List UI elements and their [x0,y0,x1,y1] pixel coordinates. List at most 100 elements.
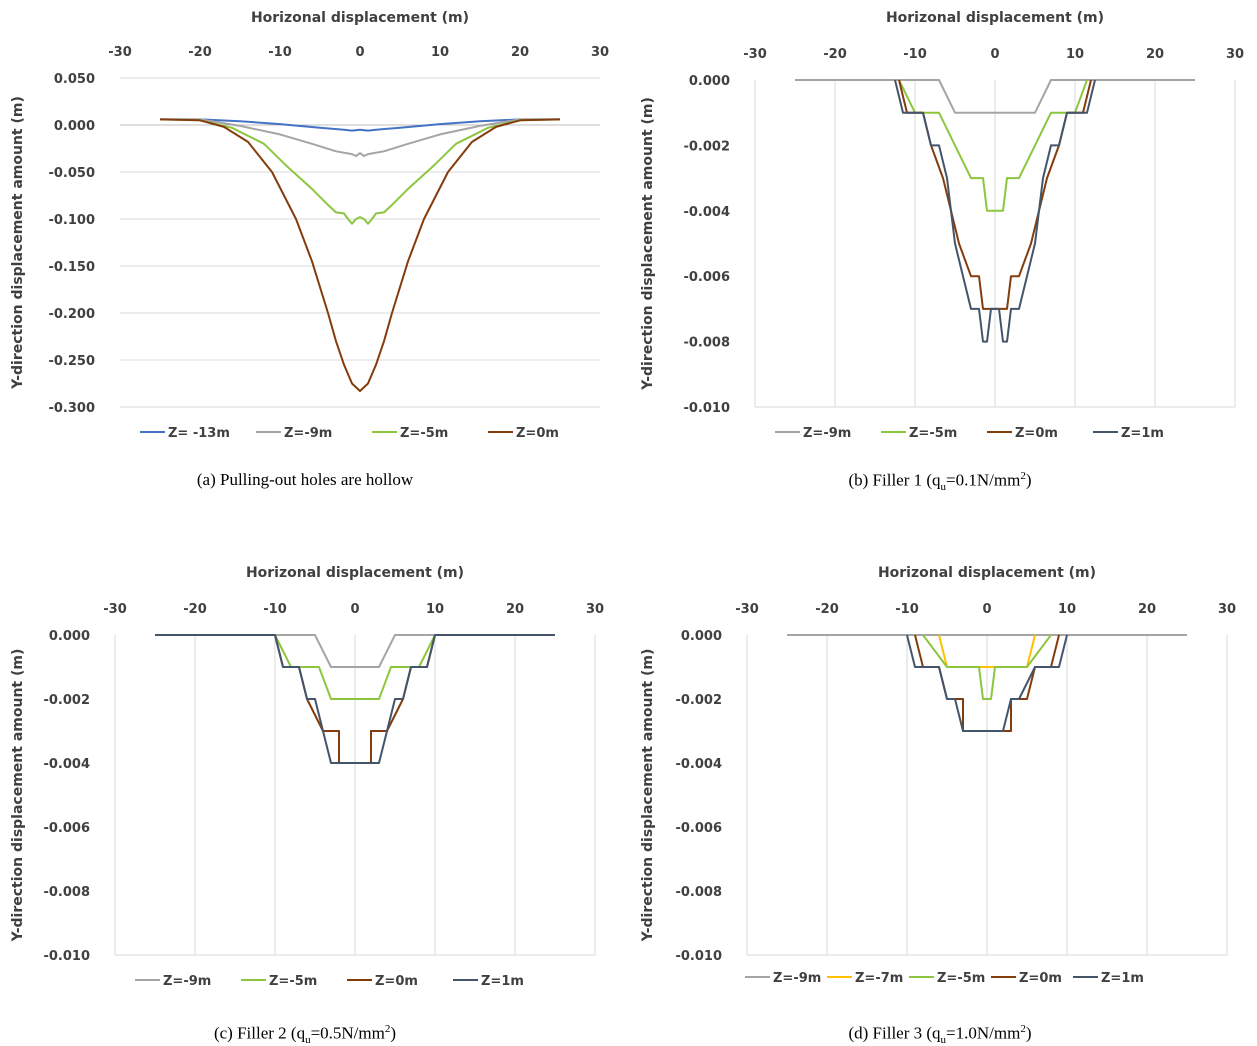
legend-item-3: Z=-5m [909,971,985,986]
x-tick-label: 30 [586,602,604,617]
legend-label: Z= -13m [168,426,230,441]
x-axis-title: Horizonal displacement (m) [246,565,464,581]
y-tick-label: 0.000 [681,629,722,644]
y-tick-label: -0.008 [683,336,730,351]
legend-label: Z=-5m [400,426,448,441]
x-tick-label: 20 [1138,602,1156,617]
y-tick-label: -0.100 [48,213,95,228]
x-tick-label: 20 [506,602,524,617]
caption-b: (b) Filler 1 (qu=0.1N/mm2) [630,470,1250,493]
legend-item-1: Z=-9m [135,974,211,989]
legend-item-3: Z=0m [347,974,418,989]
y-tick-label: -0.004 [683,205,730,220]
x-tick-label: -30 [108,45,132,60]
legend-item-2: Z=-5m [881,426,957,441]
y-tick-label: -0.010 [43,949,90,964]
series-line-2 [898,79,1088,212]
y-tick-label: -0.010 [683,401,730,416]
caption-d-sup: 2 [1020,1023,1026,1035]
y-tick-label: 0.000 [49,629,90,644]
legend-label: Z=0m [516,426,559,441]
x-tick-label: 30 [1218,602,1236,617]
legend-item-2: Z=-7m [827,971,903,986]
chart-c-svg: Horizonal displacement (m) Y-direction di… [10,565,604,989]
x-tick-label: 0 [982,602,991,617]
x-tick-label: -20 [183,602,207,617]
x-tick-label: 10 [1066,47,1084,62]
caption-b-mid: =0.1N/mm [946,470,1021,490]
legend-item-1: Z=-9m [775,426,851,441]
x-tick-label: -30 [103,602,127,617]
legend-item-1: Z=-9m [745,971,821,986]
chart-panel-c: Horizonal displacement (m) Y-direction di… [0,555,620,1015]
series-line-1 [795,79,1195,114]
caption-d-sub: u [940,1034,947,1046]
caption-c-mid: =0.5N/mm [310,1023,385,1043]
x-tick-label: 20 [1146,47,1164,62]
x-tick-label: 20 [511,45,529,60]
chart-b-svg: Horizonal displacement (m) Y-direction di… [640,10,1244,441]
caption-b-sup: 2 [1020,470,1026,482]
x-tick-label: -10 [903,47,927,62]
caption-b-prefix: (b) Filler 1 (q [848,470,941,490]
x-tick-label: 0 [350,602,359,617]
x-tick-label: -30 [743,47,767,62]
legend-label: Z=0m [1015,426,1058,441]
y-tick-label: -0.006 [675,821,722,836]
y-tick-label: -0.250 [48,354,95,369]
legend-label: Z=-9m [803,426,851,441]
caption-c-sup: 2 [384,1023,391,1035]
y-tick-label: -0.004 [675,757,722,772]
legend-item-2: Z=-5m [241,974,317,989]
legend-item-1: Z= -13m [140,426,230,441]
chart-a-svg: Horizonal displacement (m) Y-direction di… [10,10,609,441]
caption-a-text: (a) Pulling-out holes are hollow [196,470,414,489]
y-axis-title: Y-direction displacement amount (m) [10,649,26,943]
chart-d-svg: Horizonal displacement (m) Y-direction di… [640,565,1236,986]
y-tick-label: -0.006 [43,821,90,836]
series-line-1 [155,634,555,668]
caption-d-prefix: (d) Filler 3 (q [848,1023,941,1043]
x-tick-label: -20 [815,602,839,617]
x-tick-label: 30 [591,45,609,60]
y-tick-label: -0.150 [48,260,95,275]
y-tick-label: -0.010 [675,949,722,964]
x-tick-label: 10 [1058,602,1076,617]
series-line-1 [160,118,560,132]
legend-label: Z=-9m [163,974,211,989]
x-tick-label: 0 [355,45,364,60]
x-tick-label: -10 [895,602,919,617]
legend-item-2: Z=-9m [256,426,332,441]
legend-label: Z=1m [1121,426,1164,441]
caption-d-suffix: ) [1025,1023,1032,1043]
x-tick-label: -20 [823,47,847,62]
y-tick-label: -0.004 [43,757,90,772]
caption-b-suffix: ) [1025,470,1032,490]
y-tick-label: -0.002 [43,693,90,708]
series-line-3 [159,118,561,225]
y-axis-title: Y-direction displacement amount (m) [640,97,656,391]
legend-item-3: Z=-5m [372,426,448,441]
series-line-2 [160,118,560,157]
y-tick-label: -0.008 [43,885,90,900]
legend-label: Z=0m [375,974,418,989]
chart-panel-b: Horizonal displacement (m) Y-direction di… [630,0,1250,460]
legend-item-4: Z=0m [488,426,559,441]
series-line-2 [938,634,1036,668]
legend-item-4: Z=1m [453,974,524,989]
legend-item-4: Z=1m [1093,426,1164,441]
x-tick-label: 10 [431,45,449,60]
legend-label: Z=0m [1019,971,1062,986]
y-tick-label: 0.050 [54,72,95,87]
legend-label: Z=1m [481,974,524,989]
y-tick-label: -0.002 [683,139,730,154]
caption-c: (c) Filler 2 (qu=0.5N/mm2) [0,1023,610,1046]
x-axis-title: Horizonal displacement (m) [251,10,469,26]
series-line-5 [906,634,1068,732]
chart-panel-d: Horizonal displacement (m) Y-direction di… [630,555,1250,1015]
x-tick-label: -20 [188,45,212,60]
y-axis-title: Y-direction displacement amount (m) [10,96,26,390]
series-line-4 [894,79,1096,343]
legend-label: Z=-5m [269,974,317,989]
x-tick-label: -30 [735,602,759,617]
